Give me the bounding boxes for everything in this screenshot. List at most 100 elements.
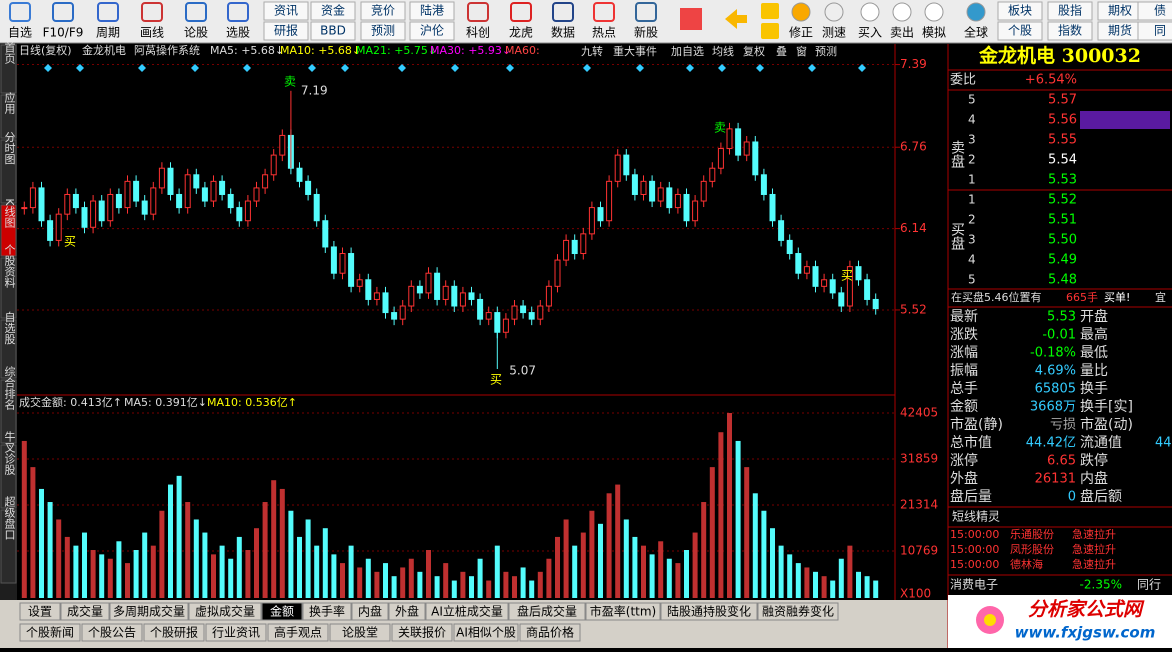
- toolbar-button[interactable]: 新股: [634, 25, 658, 40]
- news-tab[interactable]: [453, 623, 519, 642]
- sidebar-tab[interactable]: [0, 319, 17, 379]
- tab-label[interactable]: 多周期成交量: [113, 604, 185, 619]
- chart-button[interactable]: 预测: [815, 45, 837, 58]
- chart-button[interactable]: 均线: [712, 44, 734, 58]
- news-tab[interactable]: [329, 623, 391, 642]
- news-tab-label[interactable]: 个股研报: [150, 625, 198, 640]
- sidebar-tab[interactable]: [0, 509, 17, 584]
- tab[interactable]: [425, 602, 509, 621]
- news-tab-label[interactable]: 个股公告: [88, 626, 136, 640]
- toolbar-button[interactable]: 龙虎: [509, 26, 533, 40]
- tab-label[interactable]: 金额: [270, 604, 294, 619]
- sidebar-label[interactable]: 应用: [3, 91, 16, 115]
- sidebar-label[interactable]: 首页: [3, 41, 16, 65]
- tab[interactable]: [261, 602, 303, 621]
- tab[interactable]: [188, 602, 262, 621]
- sidebar-label[interactable]: 个股资料: [3, 244, 16, 289]
- chart-button[interactable]: 复权: [743, 44, 765, 58]
- sidebar-tab[interactable]: [0, 44, 17, 94]
- toolbar-button[interactable]: 沪伦: [420, 23, 444, 38]
- toolbar-button[interactable]: 期货: [1108, 23, 1132, 38]
- tab[interactable]: [757, 602, 839, 621]
- news-tab-label[interactable]: 论股堂: [342, 626, 378, 640]
- tab[interactable]: [109, 602, 189, 621]
- tab-label[interactable]: 内盘: [358, 604, 382, 619]
- toolbar-button[interactable]: 热点: [592, 26, 616, 40]
- sidebar-tab[interactable]: [0, 204, 17, 257]
- chart-button[interactable]: 九转: [581, 44, 603, 58]
- chart-button[interactable]: 叠: [776, 45, 787, 58]
- toolbar-button[interactable]: 研报: [274, 23, 298, 38]
- tab[interactable]: [19, 602, 61, 621]
- toolbar-button[interactable]: 陆港: [420, 3, 444, 18]
- toolbar-button[interactable]: 全球: [964, 25, 988, 40]
- chart-button[interactable]: 加自选: [671, 45, 704, 58]
- toolbar-button[interactable]: 周期: [96, 26, 120, 40]
- sidebar-label[interactable]: 自选股: [3, 311, 16, 345]
- news-tab[interactable]: [267, 623, 329, 642]
- news-tab-label[interactable]: 关联报价: [398, 625, 446, 640]
- tab-label[interactable]: 盘后成交量: [517, 604, 577, 619]
- sidebar-label[interactable]: 超级盘口: [3, 495, 16, 540]
- tab[interactable]: [302, 602, 352, 621]
- toolbar-button[interactable]: 科创: [466, 26, 490, 40]
- news-tab-label[interactable]: 商品价格: [526, 625, 574, 640]
- tab[interactable]: [660, 602, 758, 621]
- toolbar-button[interactable]: F10/F9: [43, 26, 84, 40]
- tab[interactable]: [60, 602, 110, 621]
- tab[interactable]: [508, 602, 586, 621]
- toolbar-button[interactable]: BBD: [320, 24, 346, 38]
- toolbar-button[interactable]: 画线: [140, 26, 164, 40]
- sidebar-label[interactable]: 分时图: [3, 131, 16, 165]
- toolbar-button[interactable]: 股指: [1058, 3, 1082, 18]
- toolbar-button[interactable]: 模拟: [922, 26, 946, 40]
- news-tab-label[interactable]: 高手观点: [274, 625, 322, 640]
- toolbar-button[interactable]: 论股: [184, 26, 208, 40]
- toolbar-button[interactable]: 板块: [1008, 4, 1032, 18]
- sidebar-tab[interactable]: [0, 379, 17, 444]
- news-tab[interactable]: [19, 623, 81, 642]
- chart-button[interactable]: 窗: [796, 44, 807, 58]
- toolbar-button[interactable]: 预测: [371, 24, 395, 38]
- toolbar-button[interactable]: 竞价: [371, 4, 395, 18]
- tab[interactable]: [388, 602, 426, 621]
- news-tab[interactable]: [205, 623, 267, 642]
- tab-label[interactable]: 陆股通持股变化: [667, 604, 751, 619]
- news-tab[interactable]: [143, 623, 205, 642]
- sidebar-label[interactable]: 综合排名: [3, 365, 16, 410]
- tab-label[interactable]: 虚拟成交量: [195, 604, 255, 619]
- toolbar-button[interactable]: 债: [1154, 4, 1166, 18]
- tab-label[interactable]: 市盈率(ttm): [590, 604, 656, 619]
- toolbar-button[interactable]: 资金: [321, 3, 345, 18]
- tab-label[interactable]: 设置: [28, 605, 52, 619]
- news-tab[interactable]: [81, 623, 143, 642]
- toolbar-button[interactable]: 测速: [822, 26, 846, 40]
- sidebar-label[interactable]: K线图: [3, 198, 16, 228]
- toolbar-button[interactable]: 自选: [8, 26, 32, 40]
- toolbar-button[interactable]: 数据: [551, 25, 575, 40]
- toolbar-button[interactable]: 买入: [858, 26, 882, 40]
- toolbar-button[interactable]: 选股: [226, 26, 250, 40]
- news-tab-label[interactable]: 个股新闻: [26, 625, 74, 640]
- toolbar-button[interactable]: 期权: [1108, 4, 1132, 18]
- sidebar-label[interactable]: 牛叉诊股: [3, 430, 16, 476]
- tab[interactable]: [351, 602, 389, 621]
- news-tab-label[interactable]: AI相似个股: [456, 626, 516, 640]
- tab-label[interactable]: 成交量: [67, 604, 103, 619]
- toolbar-button[interactable]: 资讯: [274, 4, 298, 18]
- tab[interactable]: [585, 602, 661, 621]
- news-tab[interactable]: [391, 623, 453, 642]
- sidebar-tab[interactable]: [0, 94, 17, 139]
- tab-label[interactable]: 外盘: [395, 604, 419, 619]
- toolbar-button[interactable]: 修正: [789, 25, 813, 40]
- toolbar-button[interactable]: 卖出: [890, 26, 914, 40]
- toolbar-button[interactable]: 个股: [1008, 24, 1032, 38]
- news-tab-label[interactable]: 行业资讯: [212, 626, 260, 640]
- tab-label[interactable]: 融资融券变化: [762, 604, 834, 619]
- news-tab[interactable]: [519, 623, 581, 642]
- toolbar-button[interactable]: 同: [1154, 24, 1166, 38]
- tab-label[interactable]: 换手率: [309, 604, 345, 619]
- sidebar-tab[interactable]: [0, 257, 17, 319]
- chart-button[interactable]: 重大事件: [613, 44, 657, 58]
- toolbar-button[interactable]: 指数: [1058, 23, 1082, 38]
